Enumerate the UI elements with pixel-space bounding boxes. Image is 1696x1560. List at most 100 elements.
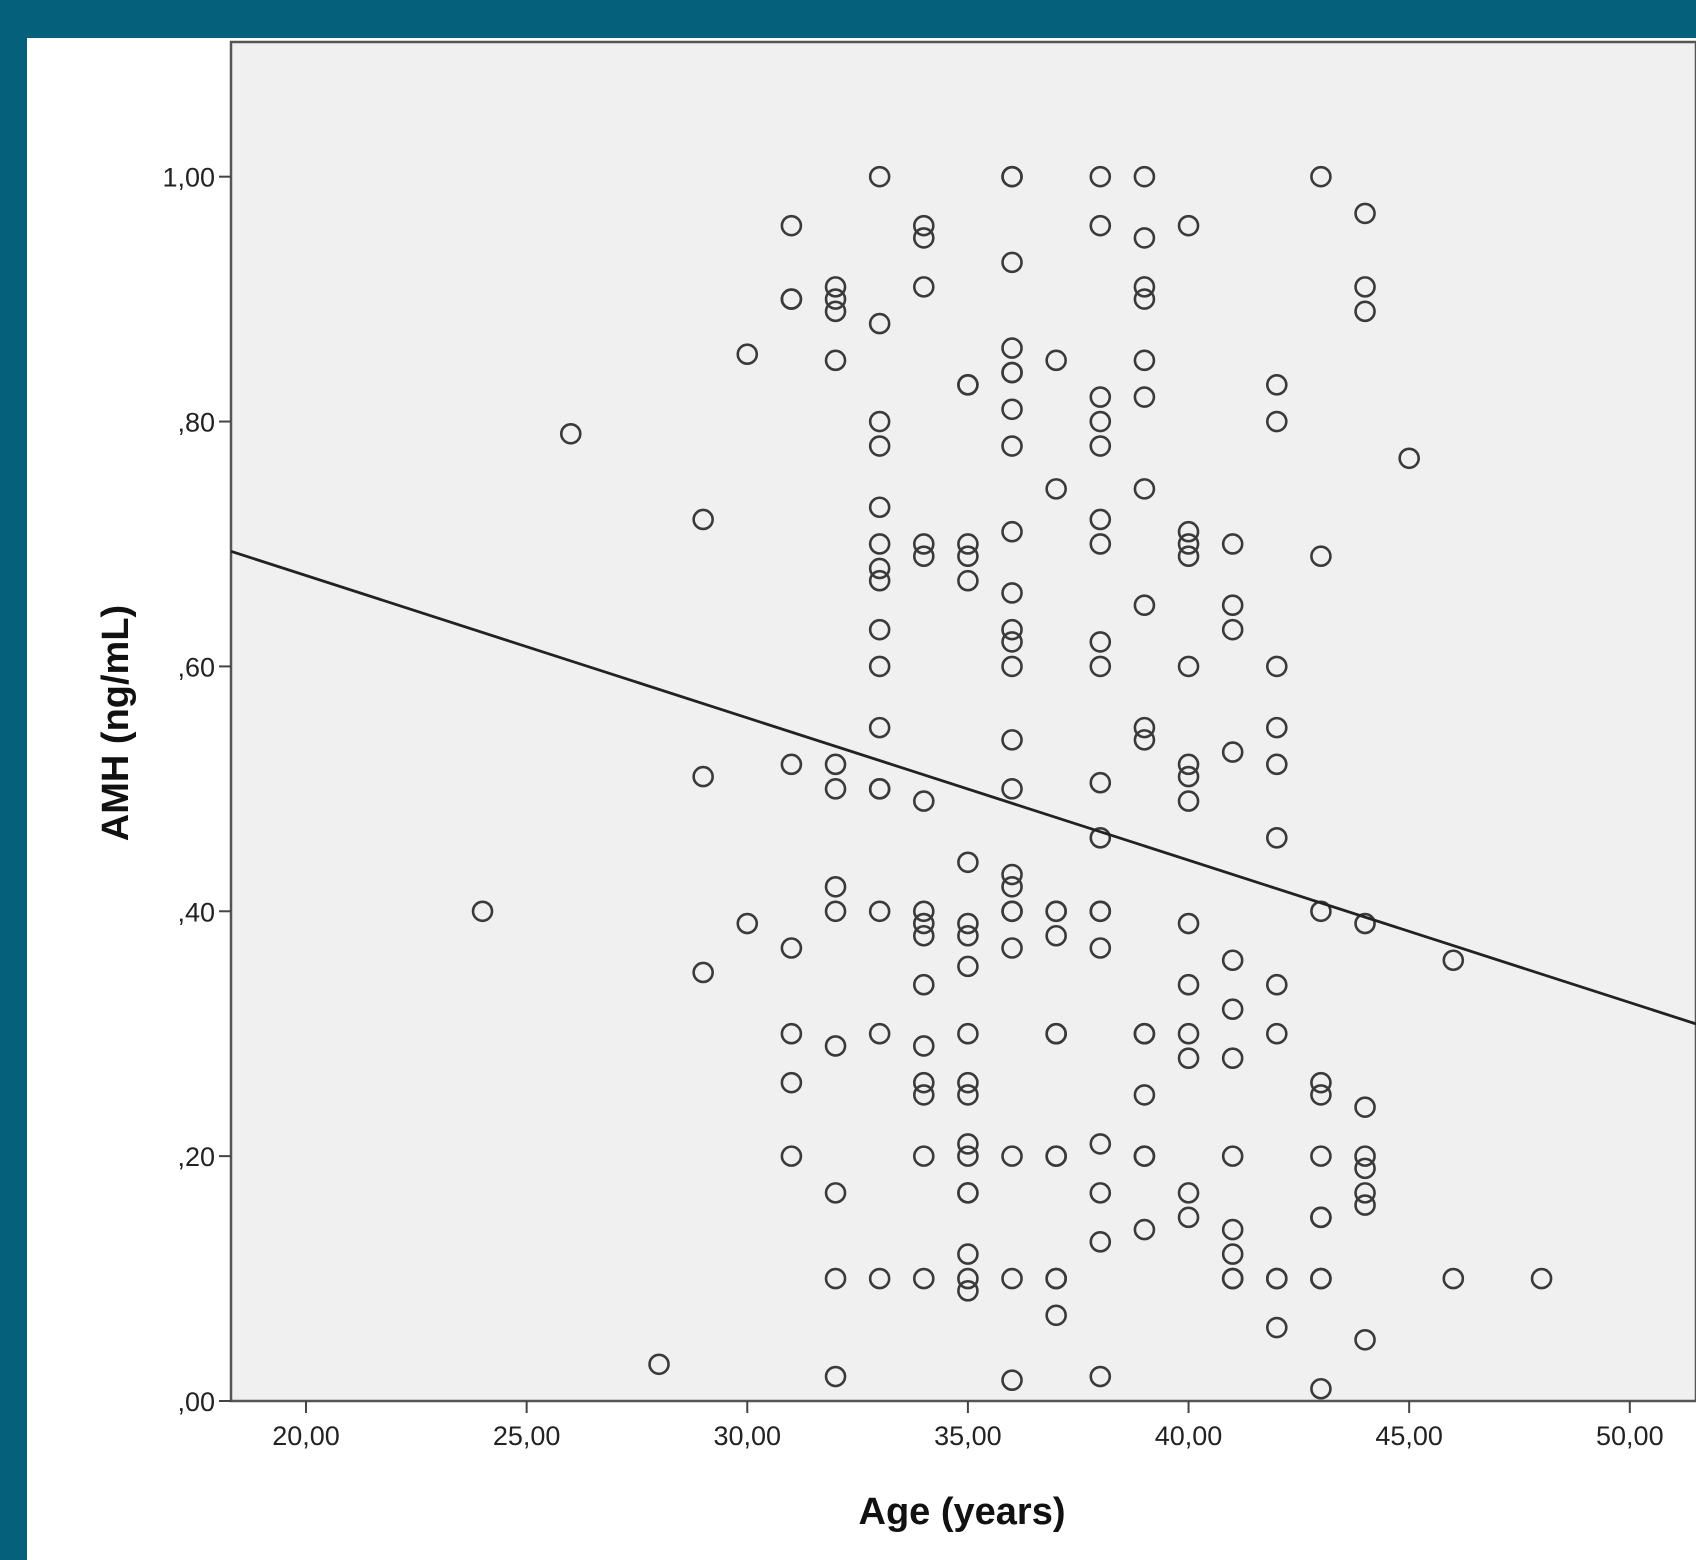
scatter-point [957, 545, 979, 568]
scatter-point [1001, 1267, 1023, 1290]
scatter-point [912, 1071, 935, 1094]
scatter-point [648, 1353, 670, 1376]
scatter-point [1045, 1022, 1067, 1045]
scatter-point [1310, 1206, 1332, 1229]
scatter-point [1001, 778, 1023, 800]
y-axis-title: AMH (ng/mL) [95, 605, 137, 841]
scatter-point [824, 875, 847, 898]
scatter-point [1133, 716, 1156, 739]
scatter-point [912, 227, 935, 249]
scatter-point [1265, 1316, 1288, 1339]
scatter-point [1133, 165, 1156, 188]
x-tick-label: 30,00 [713, 1421, 781, 1451]
scatter-point [912, 1035, 935, 1057]
scatter-point [780, 1071, 803, 1094]
scatter-point [1354, 202, 1376, 225]
scatter-point [1310, 1084, 1332, 1106]
scatter-point [1089, 827, 1112, 849]
scatter-point [1310, 1377, 1332, 1400]
scatter-point [1089, 508, 1112, 531]
scatter-point [824, 288, 847, 310]
scatter-point [868, 165, 891, 188]
scatter-point [1354, 1096, 1376, 1118]
scatter-point [1354, 1182, 1376, 1204]
scatter-point [824, 1182, 847, 1204]
scatter-point [1265, 716, 1288, 739]
scatter-point [957, 851, 979, 874]
scatter-point [957, 1280, 979, 1302]
scatter-point [1089, 1231, 1112, 1253]
scatter-point [957, 912, 979, 935]
scatter-point [471, 900, 494, 923]
scatter-point [1001, 729, 1023, 751]
scatter-point [1221, 741, 1244, 763]
scatter-point [1265, 410, 1288, 433]
scatter-point [1001, 251, 1023, 274]
scatter-point [1310, 1267, 1332, 1290]
scatter-point [1133, 227, 1156, 249]
scatter-point [1177, 545, 1200, 568]
y-tick-label: 1,00 [162, 163, 215, 193]
scatter-point [1354, 300, 1376, 323]
scatter-point [957, 955, 979, 978]
scatter-point [868, 1267, 891, 1290]
scatter-point [824, 900, 847, 923]
scatter-point [1001, 435, 1023, 457]
scatter-point [824, 778, 847, 800]
scatter-point [868, 533, 891, 555]
scatter-point [1133, 276, 1156, 298]
scatter-point [780, 753, 803, 776]
scatter-point [868, 312, 891, 335]
scatter-point [957, 1243, 979, 1265]
scatter-point [1001, 361, 1023, 384]
y-tick-label: ,20 [177, 1142, 215, 1172]
scatter-point [1133, 349, 1156, 372]
scatter-point [1045, 478, 1067, 500]
scatter-point [1221, 1047, 1244, 1069]
scatter-point [957, 533, 979, 555]
scatter-point [1001, 165, 1023, 188]
y-tick-label: ,00 [177, 1387, 215, 1417]
scatter-point [1089, 1133, 1112, 1155]
regression-line [230, 549, 1696, 1026]
scatter-point [1133, 1218, 1156, 1241]
scatter-point [912, 1145, 935, 1167]
scatter-point [780, 1022, 803, 1045]
scatter-point [1089, 771, 1112, 794]
scatter-point [1089, 900, 1112, 923]
scatter-point [1089, 386, 1112, 408]
scatter-point [1177, 1182, 1200, 1204]
scatter-point [1310, 1071, 1332, 1094]
scatter-point [1265, 827, 1288, 849]
scatter-point [957, 374, 979, 396]
scatter-point [957, 1071, 979, 1094]
scatter-point [1045, 924, 1067, 947]
scatter-point [868, 655, 891, 678]
scatter-point [868, 716, 891, 739]
scatter-point [1177, 912, 1200, 935]
scatter-point [780, 214, 803, 237]
scatter-point [1354, 1145, 1376, 1167]
scatter-point [957, 1145, 979, 1167]
x-tick-label: 50,00 [1596, 1421, 1664, 1451]
scatter-point [780, 1145, 803, 1167]
scatter-point [1177, 533, 1200, 555]
scatter-point [1310, 1145, 1332, 1167]
data-points [471, 165, 1553, 1400]
scatter-point [1133, 729, 1156, 751]
scatter-point [957, 924, 979, 947]
scatter-point [1354, 1328, 1376, 1351]
scatter-point [1089, 533, 1112, 555]
scatter-point [1177, 520, 1200, 543]
scatter-point [692, 765, 714, 788]
x-tick-label: 20,00 [272, 1421, 340, 1451]
scatter-point [868, 496, 891, 519]
scatter-point [1089, 1365, 1112, 1388]
scatter-point [912, 924, 935, 947]
scatter-chart: ,00 ,20 ,40 ,60 ,80 1,00 20,00 25,00 30,00 35,00 4… [95, 40, 1696, 1533]
scatter-point [1442, 949, 1465, 972]
scatter-point [1133, 288, 1156, 310]
scatter-point [1177, 765, 1200, 788]
scatter-point [957, 1022, 979, 1045]
scatter-point [1177, 790, 1200, 812]
